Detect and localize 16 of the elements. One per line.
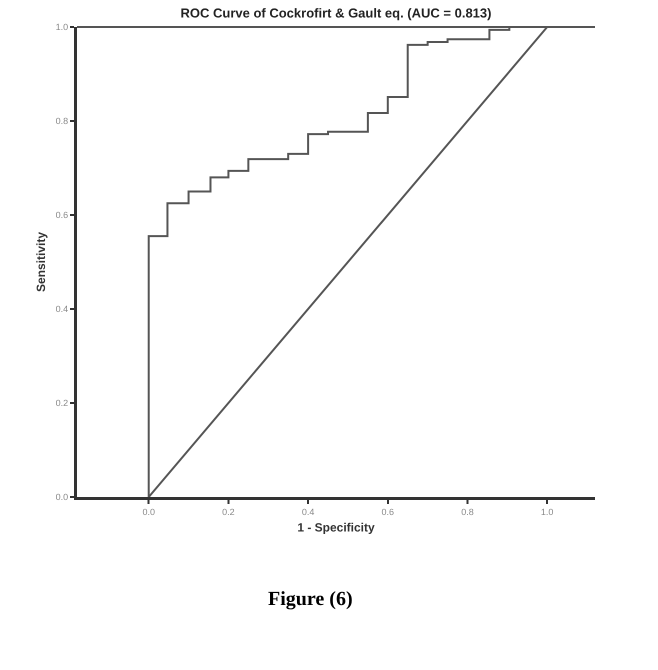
y-tick-label: 0.2 bbox=[56, 398, 68, 408]
y-tick-label: 0.0 bbox=[56, 492, 68, 502]
text: Figure (6) bbox=[268, 588, 353, 610]
y-tick-label: 0.4 bbox=[56, 304, 68, 314]
x-tick-label: 0.0 bbox=[142, 506, 155, 517]
x-tick-label: 1.0 bbox=[540, 506, 554, 517]
x-tick-label: 0.6 bbox=[382, 506, 394, 517]
x-tick-label: 0.2 bbox=[222, 506, 235, 517]
x-tick-label: 0.4 bbox=[302, 506, 314, 517]
chart-title: ROC Curve of Cockrofirt & Gault eq. (AUC = 0.813) bbox=[180, 6, 492, 21]
y-tick-label: 0.6 bbox=[56, 210, 68, 220]
x-tick-label: 0.8 bbox=[461, 506, 474, 517]
y-tick-label: 0.8 bbox=[56, 116, 68, 126]
y-axis-title: Sensitivity bbox=[34, 232, 48, 292]
y-tick-label: 1.0 bbox=[56, 22, 68, 32]
x-axis-title: 1 - Specificity bbox=[297, 520, 375, 535]
